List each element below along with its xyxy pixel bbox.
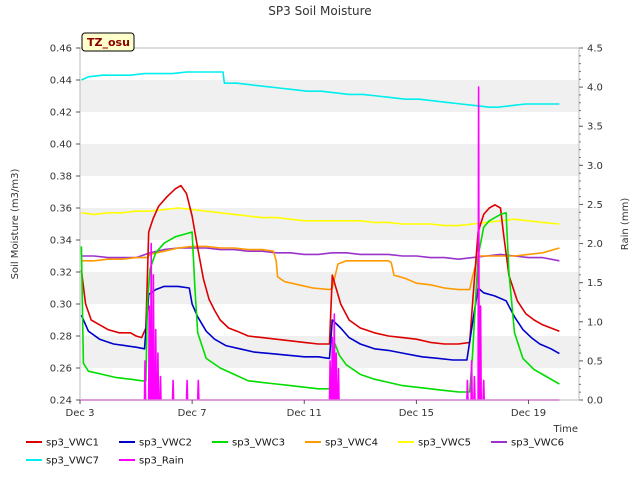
- y2-tick-label: 4.0: [587, 83, 603, 94]
- grid-band: [80, 144, 579, 176]
- y-axis-right: 0.0 0.5 1.0 1.5 2.0 2.5 3.0 3.5 4.0 4.5: [579, 44, 603, 407]
- grid-band: [80, 176, 579, 208]
- y-axis-title: Soil Moisture (m3/m3): [10, 169, 21, 280]
- y2-tick-label: 3.0: [587, 161, 603, 172]
- y-axis-left: 0.24 0.26 0.28 0.30 0.32 0.34 0.36 0.38 0.40 0.42…: [50, 44, 80, 407]
- grid-band: [80, 208, 579, 240]
- chart-title: SP3 Soil Moisture: [268, 4, 371, 18]
- series-line-sp3-vwc1: [80, 184, 560, 345]
- legend-label: sp3_Rain: [139, 456, 184, 467]
- x-axis-title: Time: [553, 424, 578, 435]
- y-tick-label: 0.42: [50, 108, 72, 119]
- y2-tick-label: 1.0: [587, 317, 603, 328]
- series-line-sp3-vwc4: [81, 245, 560, 291]
- series-line-sp3-vwc7: [81, 71, 560, 108]
- y-tick-label: 0.32: [50, 268, 72, 279]
- series-layer: [80, 71, 560, 401]
- x-tick-label: Dec 15: [399, 408, 434, 419]
- y-tick-label: 0.38: [50, 172, 72, 183]
- y-tick-label: 0.34: [50, 236, 72, 247]
- series-line-sp3-vwc2: [80, 285, 560, 361]
- station-badge-box: [81, 32, 135, 52]
- y2-tick-label: 1.5: [587, 278, 603, 289]
- legend-label: sp3_VWC5: [418, 438, 471, 449]
- y-tick-label: 0.28: [50, 332, 72, 343]
- legend-label: sp3_VWC3: [232, 438, 285, 449]
- legend: sp3_VWC1 sp3_VWC2 sp3_VWC3 sp3_VWC4 sp3_VWC5…: [26, 438, 564, 467]
- legend-label: sp3_VWC7: [46, 456, 99, 467]
- y2-tick-label: 0.5: [587, 356, 603, 367]
- x-tick-label: Dec 11: [287, 408, 322, 419]
- series-line-sp3-vwc5: [81, 207, 560, 227]
- y2-axis-title: Rain (mm): [620, 198, 631, 251]
- y2-tick-label: 3.5: [587, 122, 603, 133]
- grid-band: [80, 112, 579, 144]
- y-tick-label: 0.40: [50, 140, 72, 151]
- grid-band: [80, 272, 579, 304]
- series-line-sp3-rain: [80, 86, 560, 401]
- y2-tick-label: 2.0: [587, 239, 603, 250]
- y-tick-label: 0.30: [50, 300, 72, 311]
- y-tick-label: 0.46: [50, 44, 72, 55]
- y-tick-label: 0.36: [50, 204, 72, 215]
- grid-bands: [80, 48, 579, 400]
- legend-label: sp3_VWC2: [139, 438, 192, 449]
- x-axis: Dec 3 Dec 7 Dec 11 Dec 15 Dec 19: [66, 400, 546, 419]
- y-tick-label: 0.26: [50, 364, 72, 375]
- y-tick-label: 0.24: [50, 396, 72, 407]
- legend-label: sp3_VWC6: [511, 438, 564, 449]
- legend-label: sp3_VWC1: [46, 438, 99, 449]
- y2-tick-label: 4.5: [587, 44, 603, 55]
- y-tick-label: 0.44: [50, 76, 72, 87]
- station-badge-label: TZ_osu: [87, 36, 130, 49]
- grid-band: [80, 48, 579, 80]
- y2-tick-label: 0.0: [587, 396, 603, 407]
- x-tick-label: Dec 7: [178, 408, 207, 419]
- plot-frame: [79, 47, 580, 401]
- x-tick-label: Dec 19: [511, 408, 546, 419]
- station-badge: TZ_osu: [81, 32, 135, 52]
- x-tick-label: Dec 3: [66, 408, 95, 419]
- y2-tick-label: 2.5: [587, 200, 603, 211]
- legend-label: sp3_VWC4: [325, 438, 378, 449]
- series-line-sp3-vwc3: [80, 212, 560, 393]
